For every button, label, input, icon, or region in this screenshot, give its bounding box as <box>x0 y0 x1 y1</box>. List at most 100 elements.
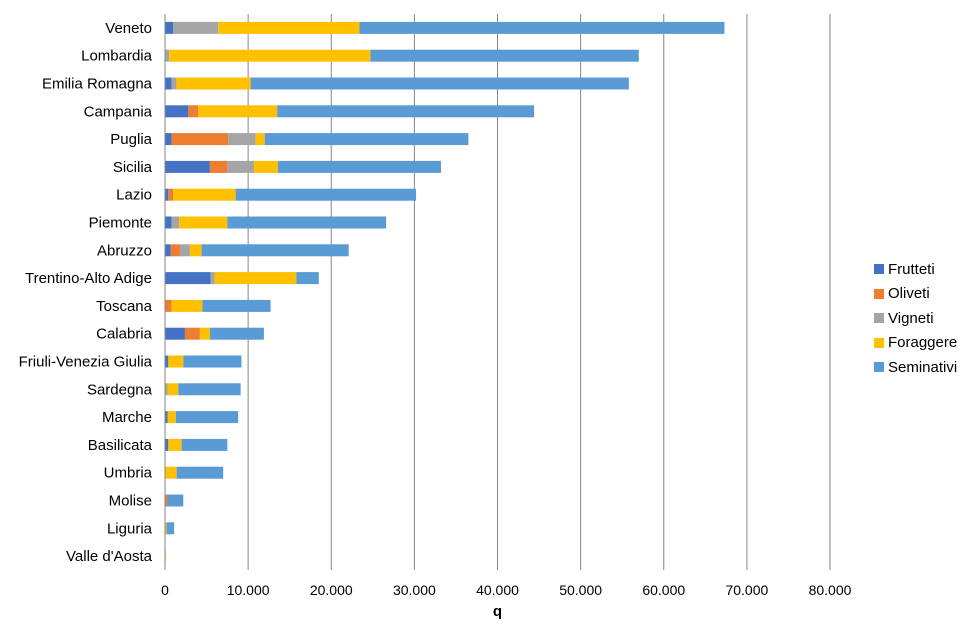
bar-segment-seminativi <box>296 272 319 285</box>
x-tick-label: 0 <box>161 582 169 598</box>
bar-segment-frutteti <box>165 216 172 229</box>
category-label: Calabria <box>96 326 153 343</box>
category-label: Sicilia <box>113 159 153 176</box>
category-label: Umbria <box>104 465 153 482</box>
legend-label: Frutteti <box>888 260 935 278</box>
category-label: Sardegna <box>87 381 153 398</box>
legend-label: Vigneti <box>888 309 934 327</box>
bar-segment-oliveti <box>168 188 174 201</box>
category-label: Emilia Romagna <box>42 76 153 93</box>
bar-segment-foraggere <box>176 77 251 90</box>
legend-item: Foraggere <box>874 331 957 356</box>
bar-segment-seminativi <box>227 216 387 229</box>
bar-segment-frutteti <box>165 133 172 146</box>
bar-segment-seminativi <box>264 133 469 146</box>
bar-segment-seminativi <box>209 327 264 340</box>
bar-segment-oliveti <box>171 133 229 146</box>
x-tick-label: 70.000 <box>725 582 768 598</box>
bar-segment-frutteti <box>165 105 189 118</box>
category-label: Liguria <box>107 520 153 537</box>
category-label: Lazio <box>116 187 152 204</box>
legend-swatch <box>874 337 884 348</box>
bar-segment-seminativi <box>278 160 441 173</box>
legend-swatch <box>874 313 884 324</box>
bar-segment-foraggere <box>255 133 265 146</box>
bar-segment-foraggere <box>167 383 179 396</box>
x-tick-label: 40.000 <box>476 582 519 598</box>
legend: Frutteti Oliveti Vigneti Foraggere Seminativ… <box>874 257 957 380</box>
bar-segment-oliveti <box>188 105 199 118</box>
legend-item: Vigneti <box>874 306 957 331</box>
category-label: Marche <box>102 409 152 426</box>
bar-segment-foraggere <box>168 355 184 368</box>
bar-segment-seminativi <box>370 49 639 62</box>
bar-segment-vigneti <box>210 272 215 285</box>
x-tick-label: 50.000 <box>559 582 602 598</box>
bar-segment-foraggere <box>199 327 210 340</box>
legend-swatch <box>874 288 884 299</box>
bar-segment-seminativi <box>202 299 271 312</box>
bar-segment-oliveti <box>209 160 228 173</box>
bar-segment-vigneti <box>179 244 190 257</box>
category-label: Veneto <box>105 20 152 37</box>
bar-segment-seminativi <box>201 244 349 257</box>
legend-swatch <box>874 362 884 373</box>
bar-segment-vigneti <box>171 216 180 229</box>
bar-segment-seminativi <box>167 494 184 507</box>
category-label: Puglia <box>110 131 152 148</box>
category-label: Campania <box>84 103 153 120</box>
bar-segment-foraggere <box>189 244 202 257</box>
category-label: Molise <box>109 493 152 510</box>
bar-segment-oliveti <box>170 244 180 257</box>
bar-segment-seminativi <box>277 105 535 118</box>
x-tick-label: 20.000 <box>310 582 353 598</box>
bar-segment-foraggere <box>167 411 176 424</box>
legend-label: Foraggere <box>888 334 958 352</box>
bar-segment-frutteti <box>165 438 169 451</box>
bar-segment-seminativi <box>183 355 242 368</box>
bar-segment-foraggere <box>218 21 360 34</box>
category-label: Trentino-Alto Adige <box>25 270 152 287</box>
bar-segment-frutteti <box>165 411 168 424</box>
bar-segment-foraggere <box>179 216 228 229</box>
bar-segment-seminativi <box>178 383 241 396</box>
bar-segment-vigneti <box>165 383 168 396</box>
x-tick-label: 80.000 <box>809 582 852 598</box>
bar-segment-foraggere <box>253 160 279 173</box>
bar-segment-vigneti <box>227 160 254 173</box>
bar-segment-foraggere <box>171 299 203 312</box>
legend-label: Seminativi <box>888 358 958 376</box>
x-tick-labels: 0 10.000 20.000 30.000 40.000 50.000 60.000 70.… <box>161 582 852 598</box>
category-label: Valle d'Aosta <box>66 548 153 565</box>
bar-segment-seminativi <box>235 188 417 201</box>
category-label: Toscana <box>96 298 153 315</box>
bar-segment-frutteti <box>165 244 171 257</box>
bar-segment-foraggere <box>165 522 167 535</box>
legend-item: Seminativi <box>874 355 957 380</box>
category-label: Friuli-Venezia Giulia <box>19 354 153 371</box>
x-tick-label: 30.000 <box>393 582 436 598</box>
bars <box>165 21 725 563</box>
x-tick-label: 10.000 <box>227 582 270 598</box>
bar-segment-seminativi <box>359 21 725 34</box>
legend-item: Oliveti <box>874 282 957 307</box>
legend-item: Frutteti <box>874 257 957 282</box>
bar-segment-frutteti <box>165 21 174 34</box>
bar-segment-vigneti <box>171 77 177 90</box>
bar-segment-frutteti <box>165 160 210 173</box>
bar-segment-frutteti <box>165 327 185 340</box>
category-labels: Veneto Lombardia Emilia Romagna Campania Pug… <box>19 20 153 565</box>
category-label: Lombardia <box>81 48 153 65</box>
legend-swatch <box>874 264 884 275</box>
bar-segment-foraggere <box>169 49 371 62</box>
bar-segment-frutteti <box>165 355 169 368</box>
bar-segment-foraggere <box>173 188 236 201</box>
bar-segment-frutteti <box>165 272 211 285</box>
x-tick-label: 60.000 <box>642 582 685 598</box>
bar-segment-frutteti <box>165 77 172 90</box>
bar-segment-seminativi <box>250 77 629 90</box>
bar-segment-oliveti <box>165 299 172 312</box>
bar-segment-frutteti <box>165 188 169 201</box>
category-label: Piemonte <box>89 215 152 232</box>
